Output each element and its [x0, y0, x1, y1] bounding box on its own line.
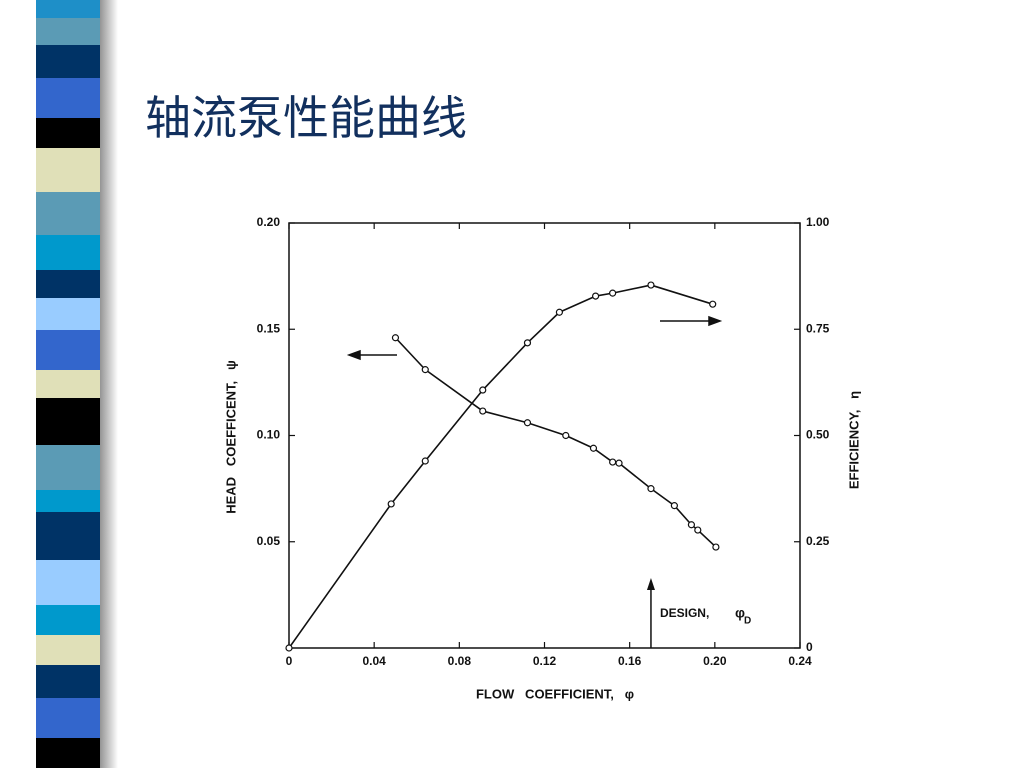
- annotation-text: DESIGN,: [660, 606, 709, 620]
- y2-tick-label: 0.25: [806, 534, 830, 548]
- data-point: [647, 485, 655, 493]
- plot-frame: [288, 222, 801, 649]
- annotation-subscript: D: [744, 616, 751, 627]
- data-point: [709, 300, 717, 308]
- data-point: [562, 431, 570, 440]
- y-tick-label: 0.20: [257, 215, 281, 229]
- series-line: [394, 337, 717, 548]
- data-point: [523, 419, 532, 427]
- y-axis-label: HEAD COEFFICENT, ψ: [223, 360, 238, 514]
- x-tick-label: 0.08: [448, 654, 472, 668]
- data-point: [687, 521, 696, 529]
- x-tick-label: 0.16: [618, 654, 642, 668]
- data-point: [421, 366, 429, 374]
- slide-title: 轴流泵性能曲线: [145, 91, 467, 145]
- y2-tick-label: 0.50: [806, 428, 830, 442]
- data-point: [591, 292, 600, 300]
- data-point: [479, 407, 487, 415]
- annotation-symbol: φ: [735, 605, 745, 621]
- x-axis-label: FLOW COEFFICIENT, φ: [476, 686, 634, 701]
- data-point: [555, 308, 564, 316]
- data-point: [285, 644, 293, 652]
- y2-axis-label: EFFICIENCY, η: [846, 391, 861, 489]
- x-tick-label: 0.04: [362, 654, 386, 668]
- data-point: [391, 334, 400, 342]
- data-point: [694, 526, 702, 534]
- y-tick-label: 0.10: [257, 428, 281, 442]
- arrow-efficiency-axis: [660, 315, 723, 327]
- data-point: [670, 502, 678, 510]
- data-point: [479, 386, 487, 394]
- data-point: [615, 459, 623, 467]
- data-point: [712, 543, 720, 551]
- y2-tick-label: 0: [806, 640, 813, 654]
- y2-tick-label: 0.75: [806, 321, 830, 335]
- data-point: [609, 458, 617, 466]
- y-tick-label: 0.05: [257, 534, 281, 548]
- y2-tick-label: 1.00: [806, 215, 830, 229]
- data-point: [523, 339, 532, 347]
- data-point: [387, 500, 395, 508]
- arrow-head-axis: [346, 349, 397, 361]
- series-line: [288, 284, 713, 649]
- x-tick-label: 0.12: [533, 654, 557, 668]
- decor-strip: [36, 0, 118, 768]
- data-point: [609, 289, 617, 297]
- data-point: [647, 281, 655, 289]
- x-tick-label: 0: [286, 654, 293, 668]
- design-arrow-head: [646, 578, 655, 590]
- y-tick-label: 0.15: [257, 321, 281, 335]
- data-point: [589, 444, 598, 452]
- data-point: [421, 457, 429, 465]
- x-tick-label: 0.20: [703, 654, 727, 668]
- x-tick-label: 0.24: [788, 654, 812, 668]
